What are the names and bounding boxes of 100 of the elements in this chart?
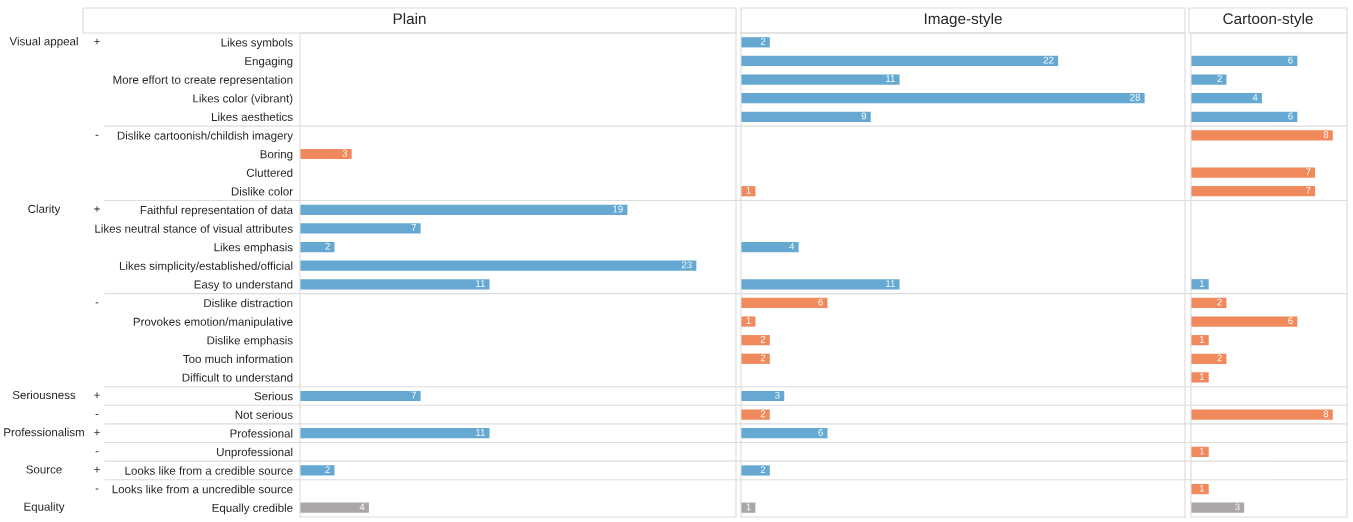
bar bbox=[741, 93, 1145, 104]
y-tick-label: Dislike emphasis bbox=[207, 335, 293, 347]
data-label: 1 bbox=[1199, 484, 1205, 492]
data-label: 2 bbox=[760, 38, 766, 45]
bar bbox=[741, 55, 1059, 67]
y-tick-label: Too much information bbox=[183, 354, 293, 364]
data-label: 22 bbox=[1043, 56, 1054, 64]
bar bbox=[1191, 93, 1262, 104]
y-tick-label: Likes symbols bbox=[221, 38, 293, 49]
data-label: 2 bbox=[325, 242, 330, 250]
bar bbox=[1191, 130, 1333, 141]
bar bbox=[1191, 409, 1333, 420]
bar bbox=[741, 353, 770, 364]
bar bbox=[1191, 111, 1298, 122]
chart-title: Plain bbox=[393, 12, 426, 25]
bar bbox=[300, 465, 335, 476]
data-label: 2 bbox=[760, 410, 766, 418]
text: Source bbox=[26, 465, 62, 474]
text: - bbox=[95, 302, 99, 304]
text: Professionalism bbox=[4, 427, 84, 437]
text: Seriousness bbox=[12, 390, 76, 400]
data-label: 11 bbox=[476, 429, 485, 436]
data-label: 19 bbox=[613, 205, 623, 213]
bar bbox=[1191, 502, 1245, 513]
bar bbox=[741, 111, 871, 122]
bar bbox=[741, 428, 828, 439]
data-label: 3 bbox=[1234, 503, 1240, 511]
y-tick-label: Likes aesthetics bbox=[211, 112, 293, 122]
chart-title: Cartoon-style bbox=[1223, 12, 1313, 28]
y-tick-label: Engaging bbox=[245, 56, 293, 68]
bar bbox=[1191, 186, 1316, 197]
y-tick-label: Unprofessional bbox=[217, 447, 293, 459]
bar bbox=[1191, 483, 1209, 495]
data-label: 23 bbox=[681, 261, 692, 269]
text: + bbox=[94, 392, 100, 398]
data-label: 4 bbox=[789, 242, 795, 250]
bar bbox=[741, 279, 900, 290]
data-label: 7 bbox=[1306, 187, 1311, 194]
y-tick-label: Cluttered bbox=[246, 168, 293, 177]
text: + bbox=[94, 38, 100, 45]
data-label: 6 bbox=[818, 298, 823, 306]
data-label: 9 bbox=[861, 112, 867, 120]
bar bbox=[1191, 335, 1209, 346]
data-label: 1 bbox=[746, 503, 751, 511]
data-label: 1 bbox=[1199, 280, 1205, 287]
y-tick-label: Likes neutral stance of visual attributes bbox=[95, 224, 293, 233]
data-label: 2 bbox=[760, 354, 766, 362]
bar bbox=[1191, 372, 1209, 383]
y-tick-label: Boring bbox=[260, 149, 293, 161]
y-tick-label: Dislike color bbox=[231, 187, 293, 196]
y-tick-label: Likes simplicity/established/official bbox=[119, 261, 293, 273]
y-tick-label: Dislike cartoonish/childish imagery bbox=[117, 131, 294, 142]
data-label: 6 bbox=[1288, 317, 1293, 325]
bar bbox=[741, 241, 799, 253]
data-label: 1 bbox=[1199, 373, 1205, 380]
text: + bbox=[94, 429, 100, 436]
bar bbox=[1191, 353, 1227, 364]
data-label: 4 bbox=[359, 503, 365, 511]
data-label: 2 bbox=[760, 335, 766, 343]
bar bbox=[1191, 74, 1227, 85]
data-label: 6 bbox=[1288, 56, 1293, 64]
bar bbox=[741, 465, 770, 476]
text: - bbox=[95, 488, 99, 490]
bar bbox=[300, 279, 490, 290]
data-label: 7 bbox=[411, 391, 416, 399]
data-label: 11 bbox=[886, 280, 895, 287]
y-tick-label: Looks like from a credible source bbox=[125, 466, 293, 475]
data-label: 11 bbox=[476, 280, 485, 287]
bar bbox=[741, 409, 770, 420]
text: Clarity bbox=[28, 204, 61, 216]
bar bbox=[741, 37, 770, 48]
bar bbox=[1191, 316, 1298, 327]
chart-title: Image-style bbox=[924, 12, 1002, 28]
y-tick-label: Professional bbox=[230, 429, 293, 438]
y-tick-label: Not serious bbox=[235, 410, 293, 419]
y-tick-label: More effort to create representation bbox=[113, 75, 293, 87]
data-label: 2 bbox=[1217, 298, 1222, 306]
bar bbox=[300, 502, 369, 513]
y-tick-label: Looks like from a uncredible source bbox=[112, 484, 293, 494]
y-tick-label: Easy to understand bbox=[194, 280, 293, 291]
data-label: 7 bbox=[1306, 168, 1311, 176]
data-label: 2 bbox=[1217, 354, 1222, 362]
bar bbox=[1191, 446, 1209, 457]
data-label: 2 bbox=[1217, 75, 1222, 83]
bar bbox=[741, 335, 770, 346]
bar bbox=[741, 297, 828, 309]
text: + bbox=[94, 206, 100, 212]
text: + bbox=[94, 466, 100, 473]
bar bbox=[1191, 167, 1316, 178]
data-label: 8 bbox=[1323, 131, 1329, 138]
data-label: 11 bbox=[886, 75, 895, 83]
bar bbox=[741, 390, 785, 402]
data-label: 1 bbox=[746, 187, 751, 194]
y-tick-label: Difficult to understand bbox=[182, 373, 293, 382]
text: - bbox=[95, 414, 99, 415]
bar bbox=[300, 204, 628, 215]
data-label: 28 bbox=[1130, 93, 1141, 101]
data-label: 6 bbox=[818, 428, 823, 436]
y-tick-label: Provokes emotion/manipulative bbox=[133, 317, 293, 329]
y-tick-label: Equally credible bbox=[212, 503, 293, 515]
